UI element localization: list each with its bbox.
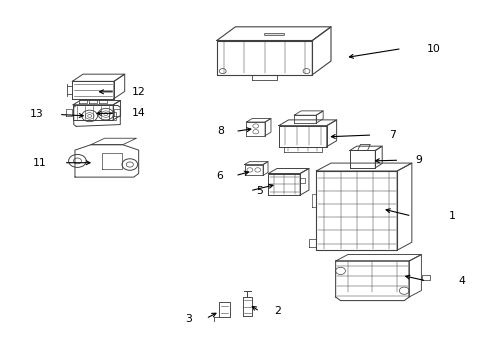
Text: 12: 12 bbox=[131, 87, 145, 97]
Text: 11: 11 bbox=[33, 158, 47, 168]
Text: 2: 2 bbox=[274, 306, 281, 316]
Text: 6: 6 bbox=[216, 171, 223, 181]
Text: 4: 4 bbox=[458, 276, 465, 286]
Text: 7: 7 bbox=[390, 130, 396, 140]
Text: 14: 14 bbox=[131, 108, 145, 118]
Text: 10: 10 bbox=[426, 44, 440, 54]
Text: 5: 5 bbox=[256, 186, 263, 196]
Text: 8: 8 bbox=[217, 126, 224, 136]
Text: 13: 13 bbox=[29, 109, 43, 120]
Text: 9: 9 bbox=[415, 155, 422, 165]
Text: 1: 1 bbox=[448, 211, 455, 221]
Text: 3: 3 bbox=[185, 314, 192, 324]
